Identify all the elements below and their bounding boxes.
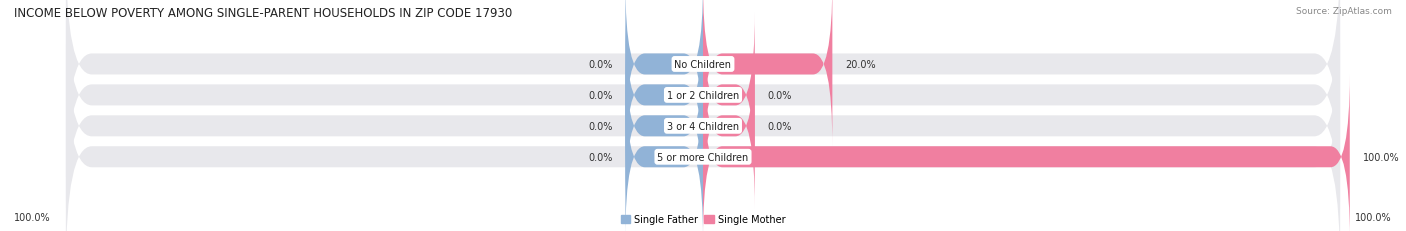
FancyBboxPatch shape xyxy=(703,44,755,208)
FancyBboxPatch shape xyxy=(66,0,1340,208)
FancyBboxPatch shape xyxy=(703,75,1350,231)
Text: 0.0%: 0.0% xyxy=(588,152,613,162)
FancyBboxPatch shape xyxy=(703,14,755,177)
Text: 0.0%: 0.0% xyxy=(768,91,792,100)
FancyBboxPatch shape xyxy=(626,44,703,208)
Text: 3 or 4 Children: 3 or 4 Children xyxy=(666,121,740,131)
Text: 0.0%: 0.0% xyxy=(588,60,613,70)
FancyBboxPatch shape xyxy=(703,0,832,147)
Text: 100.0%: 100.0% xyxy=(14,212,51,222)
FancyBboxPatch shape xyxy=(626,75,703,231)
FancyBboxPatch shape xyxy=(626,0,703,147)
FancyBboxPatch shape xyxy=(626,14,703,177)
FancyBboxPatch shape xyxy=(66,14,1340,231)
Legend: Single Father, Single Mother: Single Father, Single Mother xyxy=(617,210,789,228)
Text: 1 or 2 Children: 1 or 2 Children xyxy=(666,91,740,100)
FancyBboxPatch shape xyxy=(66,44,1340,231)
Text: 0.0%: 0.0% xyxy=(588,121,613,131)
Text: 0.0%: 0.0% xyxy=(588,91,613,100)
Text: 100.0%: 100.0% xyxy=(1362,152,1399,162)
FancyBboxPatch shape xyxy=(66,0,1340,177)
Text: 20.0%: 20.0% xyxy=(845,60,876,70)
Text: 0.0%: 0.0% xyxy=(768,121,792,131)
Text: Source: ZipAtlas.com: Source: ZipAtlas.com xyxy=(1296,7,1392,16)
Text: 100.0%: 100.0% xyxy=(1355,212,1392,222)
Text: No Children: No Children xyxy=(675,60,731,70)
Text: INCOME BELOW POVERTY AMONG SINGLE-PARENT HOUSEHOLDS IN ZIP CODE 17930: INCOME BELOW POVERTY AMONG SINGLE-PARENT… xyxy=(14,7,512,20)
Text: 5 or more Children: 5 or more Children xyxy=(658,152,748,162)
